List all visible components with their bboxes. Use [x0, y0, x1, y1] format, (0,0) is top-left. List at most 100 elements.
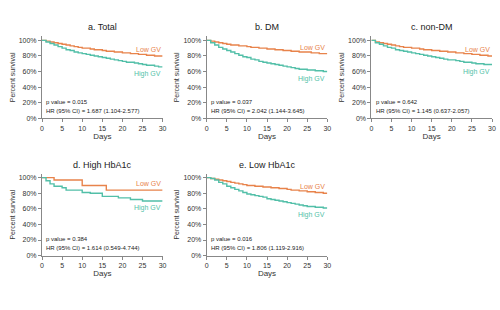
svg-text:HR (95% CI) = 1.614 (0.549-4.7: HR (95% CI) = 1.614 (0.549-4.744) [46, 245, 140, 251]
svg-text:d. High HbA1c: d. High HbA1c [73, 160, 132, 170]
svg-text:p value = 0.384: p value = 0.384 [46, 236, 88, 242]
svg-text:HR (95% CI) = 2.042 (1.144-3.6: HR (95% CI) = 2.042 (1.144-3.645) [211, 108, 305, 114]
svg-text:25: 25 [468, 125, 476, 132]
svg-text:0: 0 [40, 125, 44, 132]
svg-text:High GV: High GV [134, 70, 161, 78]
svg-text:80%: 80% [187, 190, 201, 197]
svg-text:0: 0 [205, 125, 209, 132]
svg-text:25: 25 [303, 262, 311, 269]
svg-text:60%: 60% [23, 205, 37, 212]
svg-text:0%: 0% [191, 252, 201, 259]
svg-text:60%: 60% [23, 68, 37, 75]
svg-text:b. DM: b. DM [255, 22, 279, 32]
svg-text:15: 15 [263, 125, 271, 132]
svg-text:Percent survival: Percent survival [173, 189, 180, 239]
svg-text:Percent survival: Percent survival [9, 189, 16, 239]
svg-text:High GV: High GV [298, 211, 325, 219]
svg-text:25: 25 [139, 262, 147, 269]
svg-text:10: 10 [243, 262, 251, 269]
svg-text:0%: 0% [26, 252, 36, 259]
svg-text:30: 30 [488, 125, 496, 132]
svg-text:5: 5 [225, 262, 229, 269]
svg-text:a. Total: a. Total [88, 22, 117, 32]
svg-text:Days: Days [258, 269, 276, 278]
svg-text:0: 0 [205, 262, 209, 269]
svg-text:20: 20 [283, 262, 291, 269]
svg-text:Low GV: Low GV [136, 180, 161, 187]
svg-text:Percent survival: Percent survival [338, 52, 345, 102]
svg-text:15: 15 [428, 125, 436, 132]
svg-text:HR (95% CI) = 1.687 (1.104-2.5: HR (95% CI) = 1.687 (1.104-2.577) [46, 108, 140, 114]
svg-text:20%: 20% [187, 236, 201, 243]
svg-text:100%: 100% [183, 174, 201, 181]
svg-text:0%: 0% [26, 115, 36, 122]
svg-text:p value = 0.037: p value = 0.037 [211, 99, 253, 105]
svg-text:0: 0 [369, 125, 373, 132]
svg-text:60%: 60% [187, 68, 201, 75]
svg-text:Percent survival: Percent survival [173, 52, 180, 102]
svg-text:10: 10 [243, 125, 251, 132]
svg-text:40%: 40% [187, 221, 201, 228]
svg-text:20%: 20% [23, 236, 37, 243]
svg-text:High GV: High GV [463, 68, 490, 76]
svg-text:20: 20 [283, 125, 291, 132]
svg-text:20%: 20% [352, 99, 366, 106]
svg-text:Days: Days [258, 132, 276, 141]
svg-text:30: 30 [159, 125, 167, 132]
svg-text:80%: 80% [352, 52, 366, 59]
svg-text:30: 30 [159, 262, 167, 269]
svg-text:25: 25 [303, 125, 311, 132]
svg-text:5: 5 [225, 125, 229, 132]
svg-text:Percent survival: Percent survival [9, 52, 16, 102]
svg-text:0%: 0% [191, 115, 201, 122]
svg-text:c. non-DM: c. non-DM [411, 22, 453, 32]
svg-text:100%: 100% [183, 37, 201, 44]
svg-text:80%: 80% [23, 190, 37, 197]
svg-text:Low GV: Low GV [136, 46, 161, 53]
svg-text:40%: 40% [23, 84, 37, 91]
svg-text:HR (95% CI) = 1.806 (1.119-2.9: HR (95% CI) = 1.806 (1.119-2.916) [211, 245, 304, 251]
svg-text:25: 25 [139, 125, 147, 132]
svg-text:40%: 40% [23, 221, 37, 228]
svg-text:30: 30 [323, 262, 331, 269]
svg-text:5: 5 [390, 125, 394, 132]
svg-text:60%: 60% [352, 68, 366, 75]
svg-text:20: 20 [119, 262, 127, 269]
svg-text:60%: 60% [187, 205, 201, 212]
svg-text:p value = 0.015: p value = 0.015 [46, 99, 88, 105]
svg-text:30: 30 [323, 125, 331, 132]
svg-text:20%: 20% [23, 99, 37, 106]
svg-text:10: 10 [78, 262, 86, 269]
svg-text:40%: 40% [187, 84, 201, 91]
svg-text:80%: 80% [187, 52, 201, 59]
svg-text:15: 15 [263, 262, 271, 269]
svg-text:15: 15 [98, 262, 106, 269]
svg-text:Days: Days [423, 132, 441, 141]
svg-text:e. Low HbA1c: e. Low HbA1c [239, 160, 296, 170]
svg-text:100%: 100% [348, 37, 366, 44]
svg-text:Days: Days [93, 269, 111, 278]
svg-text:40%: 40% [352, 84, 366, 91]
svg-text:20%: 20% [187, 99, 201, 106]
svg-text:10: 10 [408, 125, 416, 132]
svg-text:20: 20 [119, 125, 127, 132]
svg-text:High GV: High GV [134, 204, 161, 212]
svg-text:5: 5 [60, 262, 64, 269]
svg-text:Low GV: Low GV [300, 183, 325, 190]
svg-text:HR (95% CI) = 1.145 (0.637-2.0: HR (95% CI) = 1.145 (0.637-2.057) [376, 108, 470, 114]
svg-text:15: 15 [98, 125, 106, 132]
svg-text:80%: 80% [23, 52, 37, 59]
svg-text:100%: 100% [19, 174, 37, 181]
svg-text:0: 0 [40, 262, 44, 269]
svg-text:High GV: High GV [298, 75, 325, 83]
svg-text:0%: 0% [356, 115, 366, 122]
svg-text:Low GV: Low GV [465, 46, 490, 53]
svg-text:5: 5 [60, 125, 64, 132]
svg-text:p value = 0.016: p value = 0.016 [211, 236, 253, 242]
svg-text:20: 20 [448, 125, 456, 132]
svg-text:Days: Days [93, 132, 111, 141]
svg-text:100%: 100% [19, 37, 37, 44]
svg-text:10: 10 [78, 125, 86, 132]
svg-text:p value = 0.642: p value = 0.642 [376, 99, 418, 105]
svg-text:Low GV: Low GV [300, 44, 325, 51]
